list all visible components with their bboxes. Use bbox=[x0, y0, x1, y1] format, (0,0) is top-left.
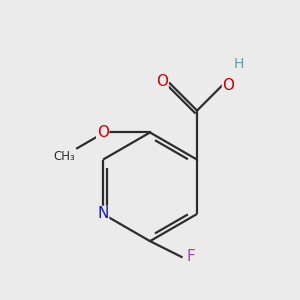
Text: H: H bbox=[233, 57, 244, 71]
Text: O: O bbox=[223, 78, 235, 93]
Text: N: N bbox=[97, 206, 109, 221]
Text: O: O bbox=[156, 74, 168, 89]
Text: O: O bbox=[97, 125, 109, 140]
Text: CH₃: CH₃ bbox=[54, 150, 75, 163]
Text: F: F bbox=[187, 249, 196, 264]
